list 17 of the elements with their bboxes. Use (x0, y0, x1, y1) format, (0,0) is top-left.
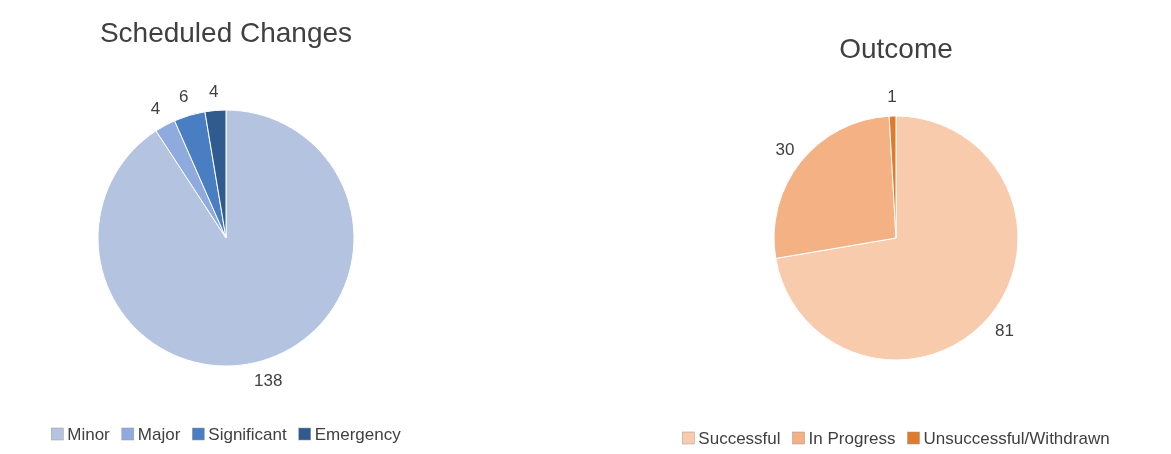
data-label: 1 (887, 87, 897, 107)
legend-label: Unsuccessful/Withdrawn (923, 429, 1110, 448)
data-label: 4 (150, 98, 161, 118)
legend-label: Emergency (314, 425, 402, 444)
pie-slice (775, 115, 1019, 361)
data-label: 6 (179, 87, 189, 107)
data-label: 30 (775, 140, 795, 160)
legend-label: In Progress (808, 429, 896, 448)
legend-label: Minor (67, 425, 111, 444)
chart-title: Scheduled Changes (99, 17, 353, 48)
data-label: 4 (209, 81, 219, 101)
data-label: 81 (995, 320, 1014, 340)
legend-label: Major (137, 425, 181, 444)
data-label: 138 (254, 370, 283, 390)
legend-label: Successful (698, 429, 781, 448)
legend-label: Significant (208, 425, 288, 444)
chart-title: Outcome (839, 33, 953, 64)
